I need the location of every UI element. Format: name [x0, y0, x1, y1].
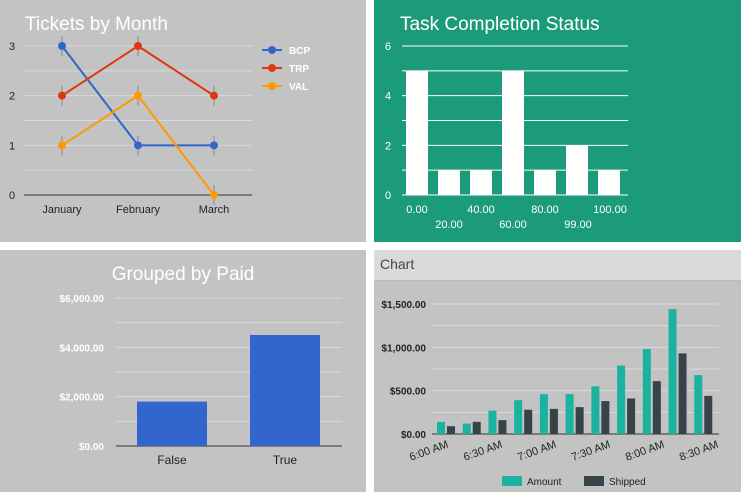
tickets-by-month-chart: Tickets by Month 0 1 2 3 January February March…	[9, 14, 311, 216]
tickets-by-month-panel: Tickets by Month 0 1 2 3 January February March…	[0, 0, 366, 242]
x-tick-label: 8:30 AM	[678, 439, 720, 464]
legend-swatch-shipped	[584, 476, 604, 486]
legend-label: BCP	[289, 46, 310, 57]
bar-false	[137, 401, 207, 446]
y-tick-label: $1,000.00	[382, 343, 427, 354]
bar-amount	[539, 394, 548, 434]
bar-amount	[591, 386, 600, 434]
bar-amount	[462, 423, 471, 434]
bar-true	[250, 335, 320, 446]
y-tick-label: $0.00	[79, 442, 104, 453]
bar-amount	[642, 349, 651, 434]
y-tick-label: 0	[9, 190, 15, 202]
y-tick-label: 0	[385, 190, 391, 202]
x-tick-label: True	[273, 453, 298, 467]
histogram-bar	[502, 70, 524, 195]
grouped-by-paid-panel: Grouped by Paid $0.00 $2,000.00 $4,000.00 $6…	[0, 250, 366, 492]
bar-amount	[694, 375, 703, 434]
legend-swatch-dot	[268, 46, 276, 54]
bar-shipped	[524, 409, 533, 434]
y-tick-label: 6	[385, 41, 391, 53]
histogram-bar	[566, 145, 588, 195]
histogram-bar	[406, 70, 428, 195]
x-tick-label: 40.00	[467, 204, 495, 216]
bar-amount	[668, 309, 677, 434]
data-point-bcp	[210, 141, 218, 150]
data-point-trp	[134, 42, 142, 50]
x-tick-label: January	[42, 204, 82, 216]
x-tick-label: 7:00 AM	[516, 439, 558, 464]
y-tick-label: $4,000.00	[60, 343, 105, 354]
x-tick-label: February	[116, 204, 161, 216]
chart-title: Grouped by Paid	[112, 264, 255, 285]
y-tick-label: $1,500.00	[382, 300, 427, 311]
bar-amount	[617, 365, 626, 434]
y-tick-label: 3	[9, 41, 15, 53]
x-tick-label: False	[157, 453, 187, 467]
amount-shipped-panel: Chart $0.00 $500.00 $1,000.00 $1,500.00 6:00…	[374, 250, 741, 492]
data-point-trp	[58, 91, 66, 100]
data-point-val	[134, 91, 142, 100]
legend-label: VAL	[289, 82, 308, 93]
bar-amount	[565, 394, 574, 434]
x-tick-label: 99.00	[564, 219, 592, 231]
y-tick-label: 2	[9, 91, 15, 103]
data-point-bcp	[58, 42, 66, 50]
legend-swatch-dot	[268, 64, 276, 72]
chart-title: Task Completion Status	[400, 14, 600, 35]
bar-shipped	[601, 401, 610, 434]
bar-shipped	[575, 407, 584, 434]
x-tick-label: 6:30 AM	[462, 439, 504, 464]
x-tick-label: 0.00	[406, 204, 427, 216]
y-tick-label: 1	[9, 140, 15, 152]
histogram-bar	[534, 170, 556, 195]
bar-shipped	[498, 420, 507, 434]
bar-shipped	[652, 381, 661, 434]
legend-swatch-amount	[502, 476, 522, 486]
task-completion-panel: Task Completion Status 0 2 4 6 0.00 40.00 80.00…	[374, 0, 741, 242]
x-tick-label: 60.00	[499, 219, 527, 231]
legend-label: TRP	[289, 64, 309, 75]
chart-header-title: Chart	[380, 256, 415, 272]
x-tick-label: 100.00	[593, 204, 627, 216]
chart-title: Tickets by Month	[25, 14, 168, 35]
y-tick-label: $0.00	[401, 430, 426, 441]
bar-shipped	[549, 408, 558, 434]
legend-swatch-dot	[268, 82, 276, 90]
bar-shipped	[472, 421, 481, 434]
bar-amount	[514, 400, 523, 434]
x-tick-label: 8:00 AM	[624, 439, 666, 464]
data-point-trp	[210, 91, 218, 100]
legend-label: Shipped	[609, 477, 646, 488]
grouped-by-paid-chart: Grouped by Paid $0.00 $2,000.00 $4,000.00 $6…	[60, 264, 342, 467]
y-tick-label: $6,000.00	[60, 294, 105, 305]
x-tick-label: 7:30 AM	[570, 439, 612, 464]
data-point-val	[58, 141, 66, 150]
chart-header: Chart	[374, 250, 741, 281]
bar-shipped	[678, 353, 687, 434]
histogram-bar	[598, 170, 620, 195]
legend-label: Amount	[527, 477, 562, 488]
x-tick-label: March	[199, 204, 230, 216]
bar-shipped	[627, 398, 636, 434]
bar-shipped	[704, 395, 713, 434]
amount-shipped-chart: $0.00 $500.00 $1,000.00 $1,500.00 6:00 AM 6:3…	[382, 300, 720, 488]
bar-shipped	[447, 426, 455, 434]
data-point-val	[210, 191, 218, 199]
x-tick-label: 6:00 AM	[408, 439, 450, 464]
histogram-bar	[470, 170, 492, 195]
y-tick-label: 2	[385, 140, 391, 152]
y-tick-label: 4	[385, 91, 391, 103]
x-tick-label: 80.00	[531, 204, 559, 216]
bar-amount	[488, 410, 497, 434]
bar-amount	[437, 421, 445, 434]
y-tick-label: $2,000.00	[60, 393, 105, 404]
histogram-bar	[438, 170, 460, 195]
y-tick-label: $500.00	[390, 387, 427, 398]
data-point-bcp	[134, 141, 142, 150]
x-tick-label: 20.00	[435, 219, 463, 231]
